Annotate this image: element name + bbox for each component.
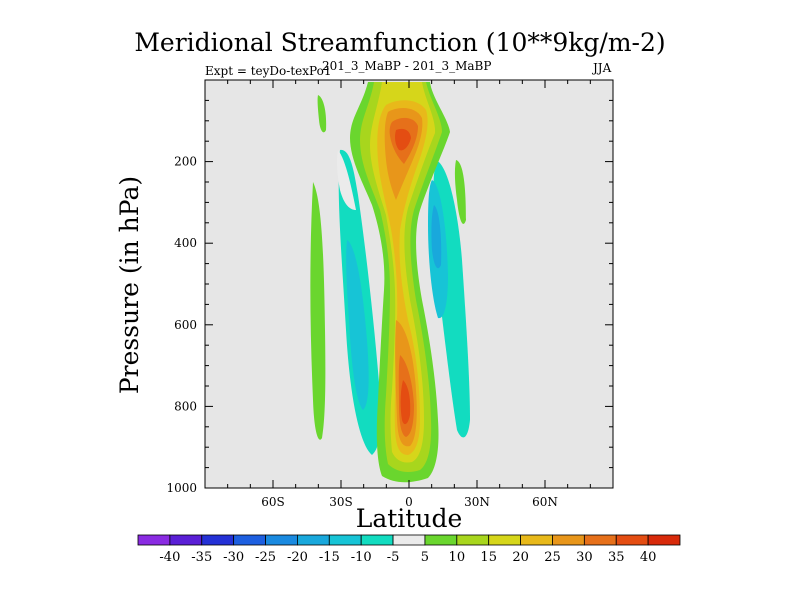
colorbar-swatch: [328, 534, 362, 546]
colorbar-label: 40: [640, 550, 657, 565]
colorbar-swatch: [265, 534, 298, 546]
x-axis-label: Latitude: [356, 504, 463, 533]
colorbar-label: 5: [421, 550, 429, 565]
colorbar-swatch: [583, 534, 617, 546]
y-axis: 200 400 600 800 1000: [166, 79, 613, 495]
colorbar-swatch: [233, 534, 266, 546]
comparison-label: 201_3_MaBP - 201_3_MaBP: [322, 59, 492, 73]
colorbar-label: 20: [512, 550, 529, 565]
x-axis: 60S 30S 0 30N 60N: [204, 80, 614, 509]
colorbar-label: -30: [223, 550, 244, 565]
contour-band-s1: [310, 182, 326, 440]
colorbar: -40 -35 -30 -25 -20 -15 -10 -5 5 10 15 20 25 30 35 40: [137, 534, 681, 565]
colorbar-swatch: [520, 534, 553, 546]
y-tick-label: 400: [174, 236, 197, 250]
x-tick-label: 60S: [261, 495, 285, 509]
x-tick-label: 30S: [329, 495, 353, 509]
colorbar-swatch: [647, 534, 681, 546]
colorbar-swatch: [392, 534, 426, 546]
contour-pos-35b: [400, 380, 411, 425]
contour-neg-north-core: [431, 205, 442, 269]
colorbar-label: 15: [480, 550, 497, 565]
contour-pos-20: [377, 100, 428, 455]
colorbar-label: 10: [449, 550, 466, 565]
colorbar-swatch: [137, 534, 171, 546]
colorbar-label: -20: [287, 550, 308, 565]
y-tick-label: 200: [174, 155, 197, 169]
y-tick-label: 1000: [166, 481, 197, 495]
colorbar-label: -35: [191, 550, 212, 565]
colorbar-swatch: [169, 534, 203, 546]
y-axis-label: Pressure (in hPa): [115, 176, 144, 394]
colorbar-swatch: [297, 534, 330, 546]
colorbar-label: 30: [576, 550, 593, 565]
colorbar-label: 35: [608, 550, 625, 565]
colorbar-swatch: [424, 534, 458, 546]
colorbar-label: 25: [544, 550, 561, 565]
colorbar-swatch: [488, 534, 521, 546]
experiment-label: Expt = teyDo-texPo1: [205, 64, 332, 78]
contour-neg-north-edge: [454, 160, 466, 224]
y-tick-label: 600: [174, 318, 197, 332]
contour-neg-south-inner: [346, 240, 369, 410]
season-label: JJA: [593, 61, 612, 75]
colorbar-swatch: [360, 534, 394, 546]
contour-fills: [310, 82, 470, 483]
colorbar-swatch: [456, 534, 490, 546]
colorbar-swatch: [552, 534, 585, 546]
colorbar-label: -25: [255, 550, 276, 565]
colorbar-label: -10: [351, 550, 372, 565]
colorbar-label: -15: [319, 550, 340, 565]
chart-title: Meridional Streamfunction (10**9kg/m-2): [134, 28, 666, 57]
x-tick-label: 30N: [464, 495, 490, 509]
colorbar-label: -40: [159, 550, 180, 565]
x-tick-label: 60N: [532, 495, 558, 509]
contour-band-s0: [317, 95, 327, 133]
colorbar-swatch: [201, 534, 235, 546]
contour-pos-35: [395, 128, 411, 151]
contour-neg-south-gap: [336, 150, 356, 210]
colorbar-label: -5: [387, 550, 400, 565]
y-tick-label: 800: [174, 399, 197, 413]
colorbar-swatch: [615, 534, 649, 546]
x-tick-label: 0: [405, 495, 413, 509]
